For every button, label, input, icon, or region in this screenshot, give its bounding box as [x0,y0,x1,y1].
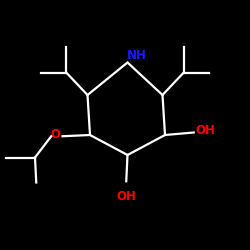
Text: OH: OH [116,190,136,203]
Text: NH: NH [127,49,147,62]
Text: O: O [50,128,60,141]
Text: OH: OH [195,124,215,137]
